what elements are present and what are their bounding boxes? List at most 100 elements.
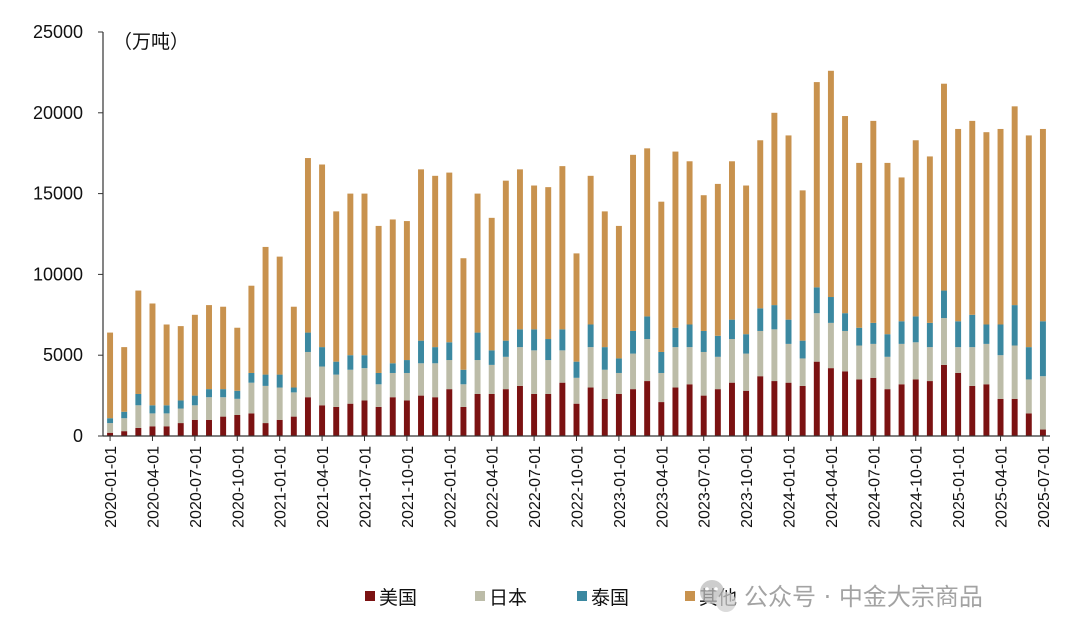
bar-segment-4 bbox=[941, 83, 947, 291]
bar-segment-1 bbox=[177, 423, 184, 436]
bar-segment-4 bbox=[658, 201, 665, 352]
bar-segment-1 bbox=[870, 377, 877, 436]
bar-segment-3 bbox=[333, 361, 340, 375]
bar-segment-2 bbox=[290, 392, 297, 417]
bar-segment-2 bbox=[827, 322, 834, 369]
bar-segment-2 bbox=[1039, 376, 1046, 430]
bar-segment-1 bbox=[361, 400, 368, 436]
bar-segment-2 bbox=[700, 351, 707, 396]
bar-segment-1 bbox=[304, 397, 311, 436]
bar-segment-3 bbox=[276, 374, 283, 388]
bar-segment-3 bbox=[601, 347, 608, 370]
bar-segment-3 bbox=[955, 321, 962, 348]
bar-segment-3 bbox=[842, 313, 849, 331]
x-tick-label: 2020-07-01 bbox=[188, 446, 205, 528]
bar-segment-4 bbox=[290, 306, 297, 388]
bar-segment-1 bbox=[191, 419, 198, 436]
y-tick-label: 5000 bbox=[43, 345, 83, 365]
bar-segment-1 bbox=[1039, 429, 1046, 436]
unit-label: （万吨） bbox=[113, 31, 189, 53]
x-tick-label: 2024-04-01 bbox=[824, 446, 841, 528]
bar-segment-1 bbox=[446, 389, 453, 436]
bar-segment-2 bbox=[898, 343, 905, 385]
bar-segment-3 bbox=[813, 287, 820, 314]
bar-segment-2 bbox=[177, 408, 184, 424]
bar-segment-4 bbox=[587, 175, 594, 325]
bar-segment-2 bbox=[163, 413, 170, 427]
bar-segment-4 bbox=[785, 135, 792, 320]
bar-segment-1 bbox=[1025, 413, 1032, 436]
bar-segment-2 bbox=[347, 369, 354, 404]
bar-segment-1 bbox=[1011, 398, 1018, 436]
bar-segment-3 bbox=[729, 319, 735, 340]
bar-segment-1 bbox=[700, 395, 707, 436]
bar-segment-3 bbox=[177, 400, 184, 409]
bar-segment-1 bbox=[347, 403, 354, 436]
bar-segment-1 bbox=[220, 416, 227, 436]
bar-segment-2 bbox=[983, 343, 990, 385]
bar-segment-3 bbox=[1011, 305, 1018, 346]
bar-segment-3 bbox=[714, 335, 721, 357]
y-tick-label: 25000 bbox=[33, 22, 83, 42]
bar-segment-3 bbox=[856, 327, 863, 346]
bar-segment-3 bbox=[644, 316, 651, 340]
bar-segment-4 bbox=[827, 70, 834, 298]
bar-segment-2 bbox=[361, 368, 368, 401]
bar-segment-1 bbox=[601, 398, 608, 436]
bar-segment-4 bbox=[545, 187, 552, 340]
y-tick-label: 0 bbox=[73, 426, 83, 446]
bar-segment-4 bbox=[1011, 106, 1018, 306]
bar-segment-1 bbox=[799, 385, 806, 436]
bar-segment-4 bbox=[361, 193, 368, 356]
bar-segment-3 bbox=[418, 340, 424, 364]
bar-segment-1 bbox=[969, 385, 976, 436]
x-tick-label: 2023-07-01 bbox=[697, 446, 714, 528]
bar-segment-4 bbox=[163, 324, 170, 406]
bar-segment-2 bbox=[502, 356, 509, 390]
watermark-text: 公众号 · 中金大宗商品 bbox=[744, 583, 983, 611]
bar-segment-4 bbox=[799, 190, 806, 341]
bar-segment-1 bbox=[729, 382, 735, 436]
bar-segment-4 bbox=[474, 193, 481, 333]
legend-swatch bbox=[685, 591, 695, 601]
bar-segment-2 bbox=[432, 363, 439, 398]
bar-segment-3 bbox=[304, 332, 311, 352]
bar-segment-1 bbox=[587, 387, 594, 436]
bar-segment-4 bbox=[601, 211, 608, 348]
bar-segment-3 bbox=[432, 347, 439, 364]
bar-segment-3 bbox=[474, 332, 481, 361]
bar-segment-1 bbox=[290, 416, 297, 436]
bar-segment-3 bbox=[827, 297, 834, 323]
bar-segment-4 bbox=[418, 169, 424, 341]
bar-segment-2 bbox=[375, 384, 382, 407]
bar-segment-3 bbox=[771, 305, 778, 330]
bar-segment-4 bbox=[729, 161, 735, 320]
bar-segment-2 bbox=[615, 372, 622, 394]
bar-segment-3 bbox=[135, 393, 142, 406]
bar-segment-1 bbox=[672, 387, 679, 436]
y-axis: 0 5000 10000 15000 20000 25000 bbox=[33, 22, 103, 446]
bar-segment-3 bbox=[460, 369, 467, 385]
bar-segment-4 bbox=[319, 164, 326, 348]
bar-segment-2 bbox=[191, 405, 198, 420]
bar-segment-3 bbox=[107, 418, 114, 424]
bar-segment-4 bbox=[191, 314, 198, 396]
bar-segment-3 bbox=[545, 339, 552, 361]
x-tick-label: 2021-04-01 bbox=[315, 446, 332, 528]
bar-segment-1 bbox=[403, 400, 410, 436]
bar-segment-2 bbox=[813, 313, 820, 362]
bar-segment-1 bbox=[121, 431, 128, 436]
bar-segment-3 bbox=[799, 340, 806, 359]
bar-segment-2 bbox=[842, 330, 849, 372]
bar-segment-3 bbox=[531, 329, 538, 351]
bar-segment-4 bbox=[644, 148, 651, 317]
bar-segment-4 bbox=[615, 225, 622, 359]
bar-segment-3 bbox=[163, 405, 170, 414]
x-tick-label: 2022-01-01 bbox=[442, 446, 459, 528]
x-tick-label: 2024-01-01 bbox=[782, 446, 799, 528]
bar-segment-1 bbox=[460, 406, 467, 436]
bar-segment-3 bbox=[672, 327, 679, 348]
bar-segment-2 bbox=[884, 356, 891, 390]
bar-segment-2 bbox=[135, 405, 142, 428]
bar-segment-2 bbox=[446, 360, 453, 390]
